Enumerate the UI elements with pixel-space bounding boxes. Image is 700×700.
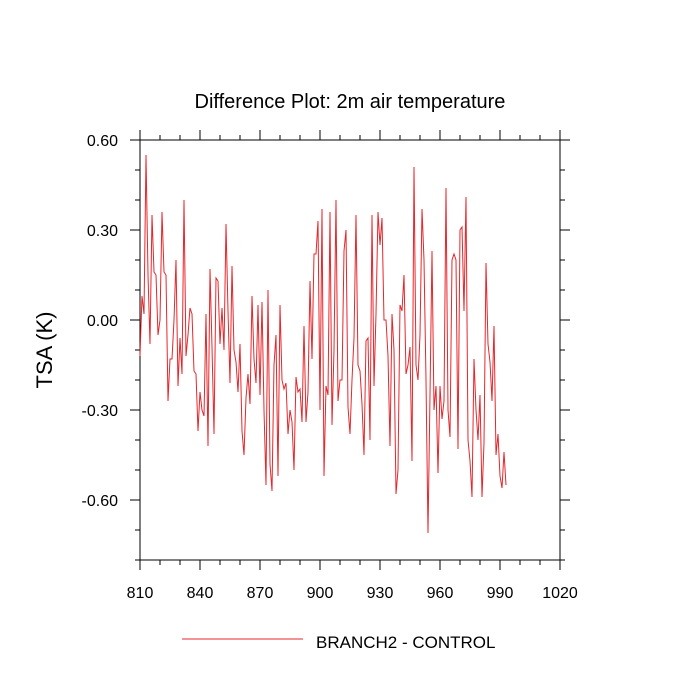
- x-tick-label: 900: [307, 585, 334, 602]
- x-tick-label: 930: [367, 585, 394, 602]
- y-tick-label: 0.30: [87, 223, 118, 240]
- legend-label: BRANCH2 - CONTROL: [316, 633, 495, 652]
- y-tick-label: -0.30: [82, 403, 119, 420]
- chart-title: Difference Plot: 2m air temperature: [195, 91, 506, 113]
- y-axis-ticks: 0.60 0.30 0.00 -0.30 -0.60: [82, 133, 570, 561]
- x-tick-label: 960: [427, 585, 454, 602]
- y-axis-label: TSA (K): [32, 311, 57, 388]
- legend: BRANCH2 - CONTROL: [182, 633, 495, 652]
- y-tick-label: 0.00: [87, 313, 118, 330]
- x-tick-label: 870: [247, 585, 274, 602]
- x-axis-ticks: 810 840 870 900 930 960 990 1020: [127, 130, 578, 602]
- x-tick-label: 990: [487, 585, 514, 602]
- plot-frame: [139, 139, 561, 561]
- y-tick-label: -0.60: [82, 493, 119, 510]
- x-tick-label: 810: [127, 585, 154, 602]
- x-tick-label: 1020: [542, 585, 578, 602]
- series-line: [139, 154, 507, 534]
- series-group: [139, 154, 507, 534]
- plot-border: [139, 139, 561, 561]
- y-tick-label: 0.60: [87, 133, 118, 150]
- x-tick-label: 840: [187, 585, 214, 602]
